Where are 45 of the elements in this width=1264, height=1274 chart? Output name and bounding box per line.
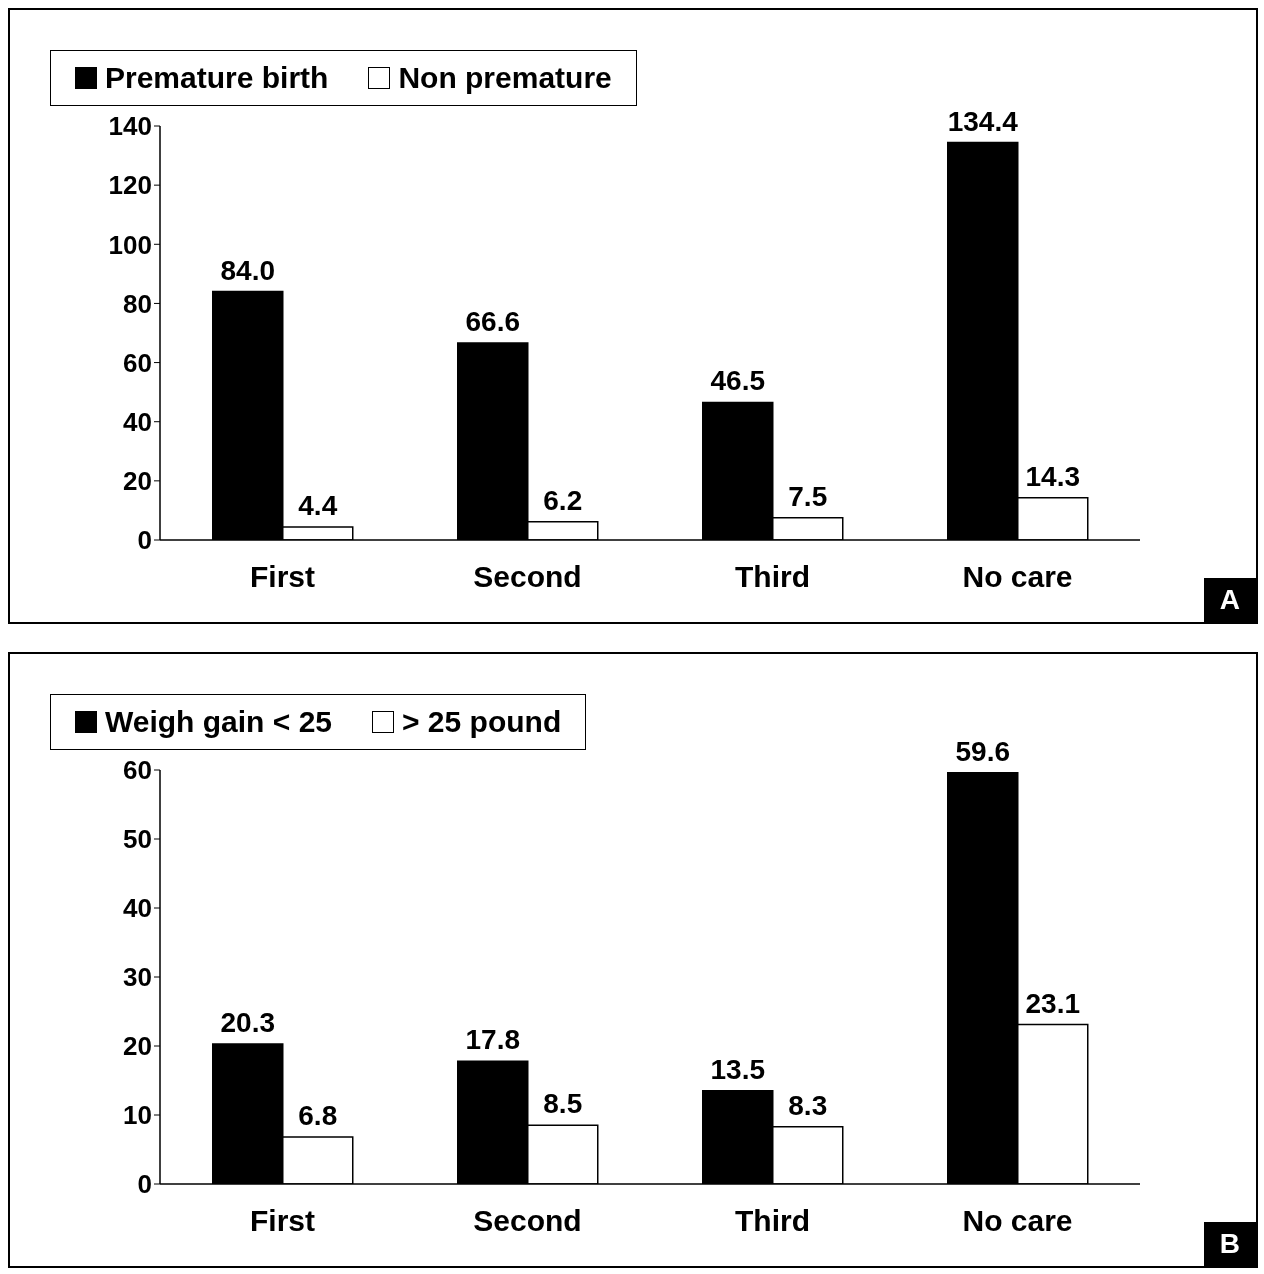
- y-tick-label: 140: [108, 111, 152, 142]
- y-tick-label: 30: [123, 962, 152, 993]
- x-tick-label: No care: [962, 560, 1073, 594]
- x-tick-label: First: [249, 560, 316, 594]
- data-label: 134.4: [947, 105, 1019, 137]
- data-label: 84.0: [220, 254, 275, 286]
- text: A: [1203, 578, 1256, 622]
- text: B: [1203, 1222, 1256, 1266]
- data-label: 66.6: [465, 306, 520, 338]
- y-tick-label: 0: [137, 525, 152, 556]
- y-tick-label: 120: [108, 170, 152, 201]
- data-label: 46.5: [710, 365, 765, 397]
- x-tick-label: Second: [473, 560, 582, 594]
- legend-label: Weigh gain < 25: [104, 705, 333, 739]
- data-label: 17.8: [465, 1024, 520, 1056]
- data-label: 8.3: [788, 1089, 828, 1121]
- y-tick-label: 50: [123, 824, 152, 855]
- data-label: 20.3: [220, 1006, 275, 1038]
- y-tick-label: 10: [123, 1100, 152, 1131]
- y-tick-label: 100: [108, 229, 152, 260]
- data-label: 13.5: [710, 1053, 765, 1085]
- data-label: 6.8: [298, 1100, 338, 1132]
- data-label: 59.6: [955, 735, 1010, 767]
- y-tick-label: 20: [123, 1031, 152, 1062]
- data-label: 7.5: [788, 480, 828, 512]
- y-tick-label: 60: [123, 347, 152, 378]
- x-tick-label: First: [249, 1204, 316, 1238]
- x-tick-label: Third: [735, 560, 810, 594]
- y-tick-label: 80: [123, 288, 152, 319]
- y-tick-label: 0: [137, 1169, 152, 1200]
- data-label: 8.5: [543, 1088, 583, 1120]
- x-tick-label: Third: [735, 1204, 810, 1238]
- data-label: 23.1: [1025, 987, 1080, 1019]
- legend-label: > 25 pound: [401, 705, 562, 739]
- data-label: 14.3: [1025, 460, 1080, 492]
- data-label: 6.2: [543, 484, 583, 516]
- x-tick-label: Second: [473, 1204, 582, 1238]
- legend-label: Non premature: [397, 61, 612, 95]
- data-label: 4.4: [298, 489, 338, 521]
- x-tick-label: No care: [962, 1204, 1073, 1238]
- y-tick-label: 20: [123, 466, 152, 497]
- y-tick-label: 60: [123, 755, 152, 786]
- y-tick-label: 40: [123, 406, 152, 437]
- legend-label: Premature birth: [104, 61, 329, 95]
- y-tick-label: 40: [123, 893, 152, 924]
